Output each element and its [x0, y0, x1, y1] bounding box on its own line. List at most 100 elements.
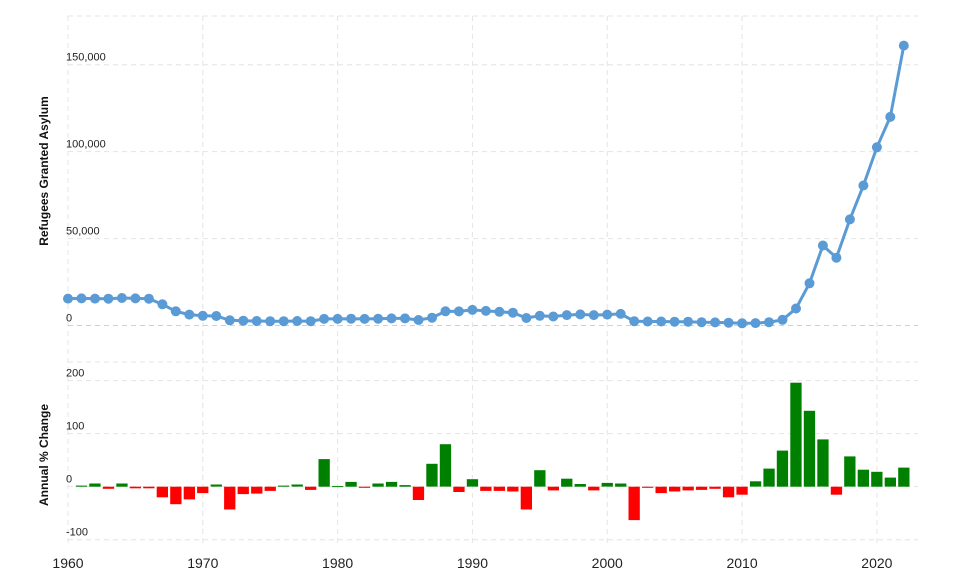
bar: [898, 467, 910, 487]
bar: [466, 479, 479, 487]
bar: [871, 471, 883, 487]
data-point: [211, 311, 222, 321]
data-point: [494, 306, 505, 317]
bar: [318, 459, 330, 487]
data-point: [804, 278, 815, 289]
bar: [372, 483, 384, 487]
bar: [237, 486, 249, 495]
bar: [776, 450, 789, 487]
bar: [520, 486, 532, 510]
data-point: [521, 313, 532, 323]
bar: [75, 485, 88, 487]
bar: [884, 477, 896, 487]
data-point: [696, 317, 707, 328]
data-point: [319, 313, 330, 324]
data-point: [224, 315, 235, 326]
bar: [749, 481, 762, 487]
data-point: [103, 293, 114, 304]
bar: [709, 486, 721, 489]
annual-change-bar-panel: Annual % Change -100 0 100 200: [37, 368, 910, 539]
data-point: [265, 316, 276, 327]
bar: [534, 470, 546, 487]
data-point: [292, 316, 303, 326]
bar: [480, 486, 492, 491]
data-point: [386, 313, 397, 324]
data-point: [548, 311, 559, 322]
data-point: [238, 315, 249, 326]
data-point: [561, 310, 572, 321]
data-point: [642, 316, 653, 327]
bar: [547, 486, 559, 491]
bar: [439, 444, 452, 487]
data-point: [817, 240, 828, 251]
y-tick-label: 100: [66, 421, 84, 433]
data-point: [467, 304, 478, 315]
bar: [857, 469, 869, 487]
y-tick-label: 200: [66, 368, 84, 380]
data-point: [831, 252, 842, 263]
x-tick-label: 1990: [457, 555, 488, 571]
bar: [426, 463, 438, 487]
bar: [736, 486, 748, 495]
bar: [385, 481, 398, 487]
bar: [803, 410, 816, 487]
data-point: [116, 293, 127, 303]
data-point: [453, 306, 464, 317]
x-tick-label: 1970: [187, 555, 218, 571]
y-tick-label: 50,000: [66, 226, 100, 238]
data-point: [898, 40, 909, 51]
data-point: [480, 305, 491, 316]
data-point: [885, 111, 896, 122]
bar: [588, 486, 600, 491]
data-point: [750, 318, 761, 329]
x-tick-label: 1980: [322, 555, 353, 571]
bar: [493, 486, 505, 491]
data-point: [629, 316, 640, 327]
bar: [669, 486, 681, 492]
bar: [615, 483, 627, 487]
bar: [129, 486, 141, 489]
y-tick-label: 150,000: [66, 52, 106, 64]
x-axis-ticks: 1960 1970 1980 1990 2000 2010 2020: [52, 555, 892, 571]
data-point: [615, 308, 626, 319]
data-point: [63, 293, 73, 304]
bar: [655, 486, 667, 494]
refugees-series-points: [63, 40, 909, 329]
data-point: [143, 293, 154, 304]
bar: [628, 486, 640, 521]
data-point: [278, 316, 289, 327]
bar: [830, 486, 843, 495]
bar: [332, 486, 344, 488]
data-point: [130, 293, 141, 304]
bar: [682, 486, 694, 491]
bar: [89, 483, 101, 487]
bar: [264, 486, 276, 491]
bar: [251, 486, 263, 494]
data-point: [844, 214, 855, 225]
data-point: [251, 316, 262, 326]
data-point: [656, 316, 667, 327]
x-tick-label: 1960: [52, 555, 83, 571]
y-tick-label: 0: [66, 474, 72, 486]
data-point: [777, 314, 788, 325]
data-point: [764, 317, 774, 328]
data-point: [305, 316, 316, 327]
bar: [412, 486, 425, 500]
bar: [507, 486, 519, 492]
data-point: [427, 312, 437, 323]
bar: [291, 484, 303, 487]
y-tick-label: 0: [66, 313, 72, 325]
bar: [763, 468, 775, 487]
refugees-series-line: [67, 45, 906, 325]
data-point: [507, 307, 518, 318]
bar: [210, 484, 222, 487]
data-point: [184, 309, 195, 320]
bar: [345, 481, 357, 487]
bar: [722, 486, 735, 498]
bar: [197, 486, 209, 494]
y-tick-label: 100,000: [66, 139, 106, 151]
data-point: [197, 310, 208, 321]
x-tick-label: 2020: [861, 555, 892, 571]
data-point: [170, 306, 181, 317]
